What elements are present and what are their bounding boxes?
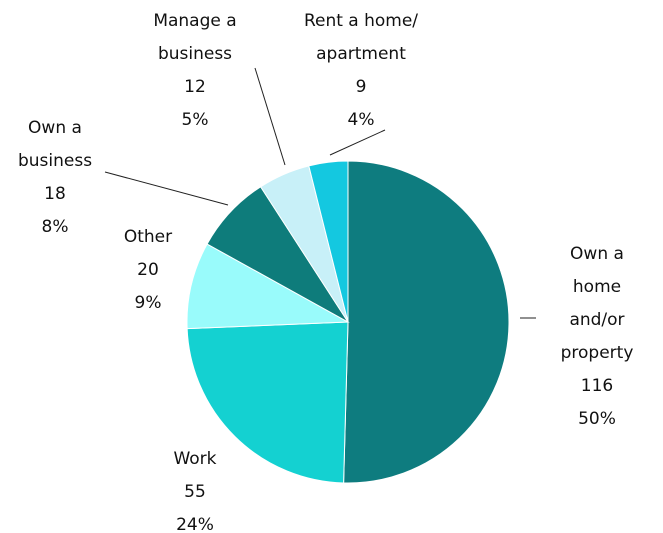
count-label: 55 [184, 482, 206, 502]
percent-label: 4% [347, 110, 375, 130]
category-label: Own a home and/or property [560, 244, 634, 363]
pie-slice [186, 321, 349, 484]
percent-label: 24% [176, 515, 214, 533]
category-label: Other [123, 227, 173, 247]
slice-label: Rent a home/ apartment 9 4% [304, 5, 418, 137]
percent-label: 5% [181, 110, 209, 130]
count-label: 9 [355, 77, 367, 97]
slice-label: Own a business 18 8% [18, 112, 92, 244]
leader-line [254, 67, 286, 166]
count-label: 116 [580, 376, 614, 396]
count-label: 20 [137, 260, 159, 280]
slice-label: Work 55 24% [173, 443, 216, 533]
slice-label: Own a home and/or property 116 50% [561, 238, 634, 436]
leader-line [104, 171, 229, 206]
category-label: Work [173, 449, 217, 469]
slice-label: Other 20 9% [124, 221, 172, 320]
count-label: 18 [44, 184, 66, 204]
percent-label: 8% [41, 217, 69, 237]
category-label: Manage a business [153, 11, 237, 64]
percent-label: 50% [578, 409, 616, 429]
category-label: Own a business [17, 118, 93, 171]
pie-slice [308, 160, 349, 323]
count-label: 12 [184, 77, 206, 97]
leader-line [329, 129, 386, 156]
pie-slice [343, 160, 510, 484]
pie-slice [186, 243, 350, 330]
percent-label: 9% [134, 293, 162, 313]
slice-label: Manage a business 12 5% [153, 5, 236, 137]
category-label: Rent a home/ apartment [303, 11, 419, 64]
